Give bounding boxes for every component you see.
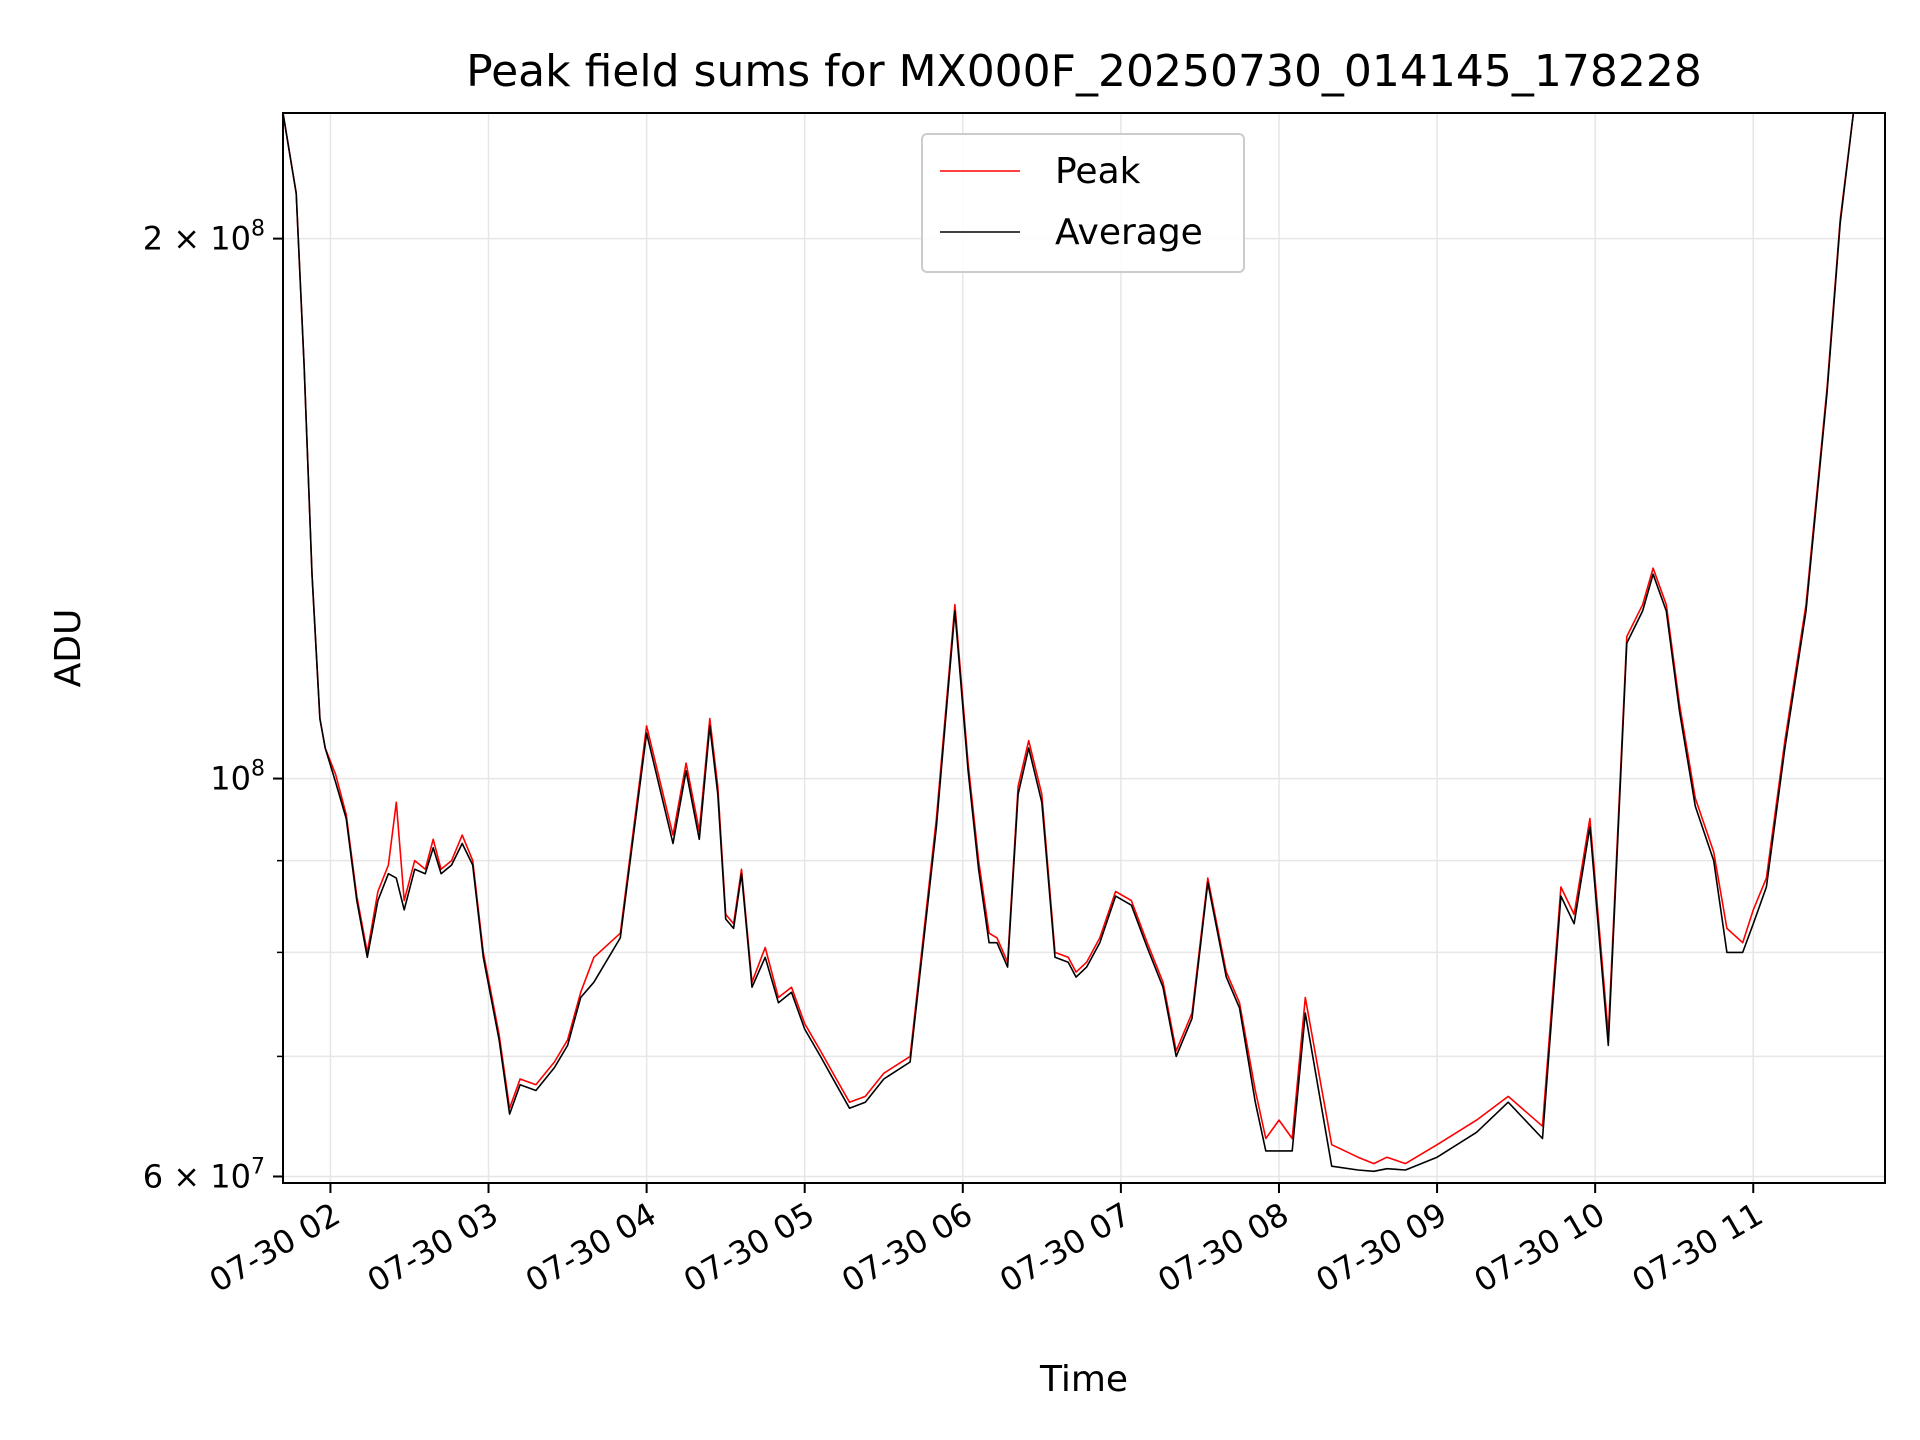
legend: Peak Average [921,133,1245,273]
plot-lines [283,113,1885,1173]
y-tick-label: 6 × 107 [143,1154,265,1195]
grid [283,113,1885,1183]
plot-frame [282,112,1886,1184]
average-series-line [283,113,1885,1173]
y-tick-label: 2 × 108 [143,217,265,258]
peak-series-line [283,113,1885,1165]
y-axis-label: ADU [48,609,89,688]
legend-box [921,133,1245,273]
chart-title: Peak field sums for MX000F_20250730_0141… [466,46,1702,97]
legend-average-label: Average [1055,212,1203,253]
x-axis-label: Time [1039,1359,1128,1400]
legend-peak-label: Peak [1055,151,1141,192]
y-tick-label: 108 [210,757,265,798]
